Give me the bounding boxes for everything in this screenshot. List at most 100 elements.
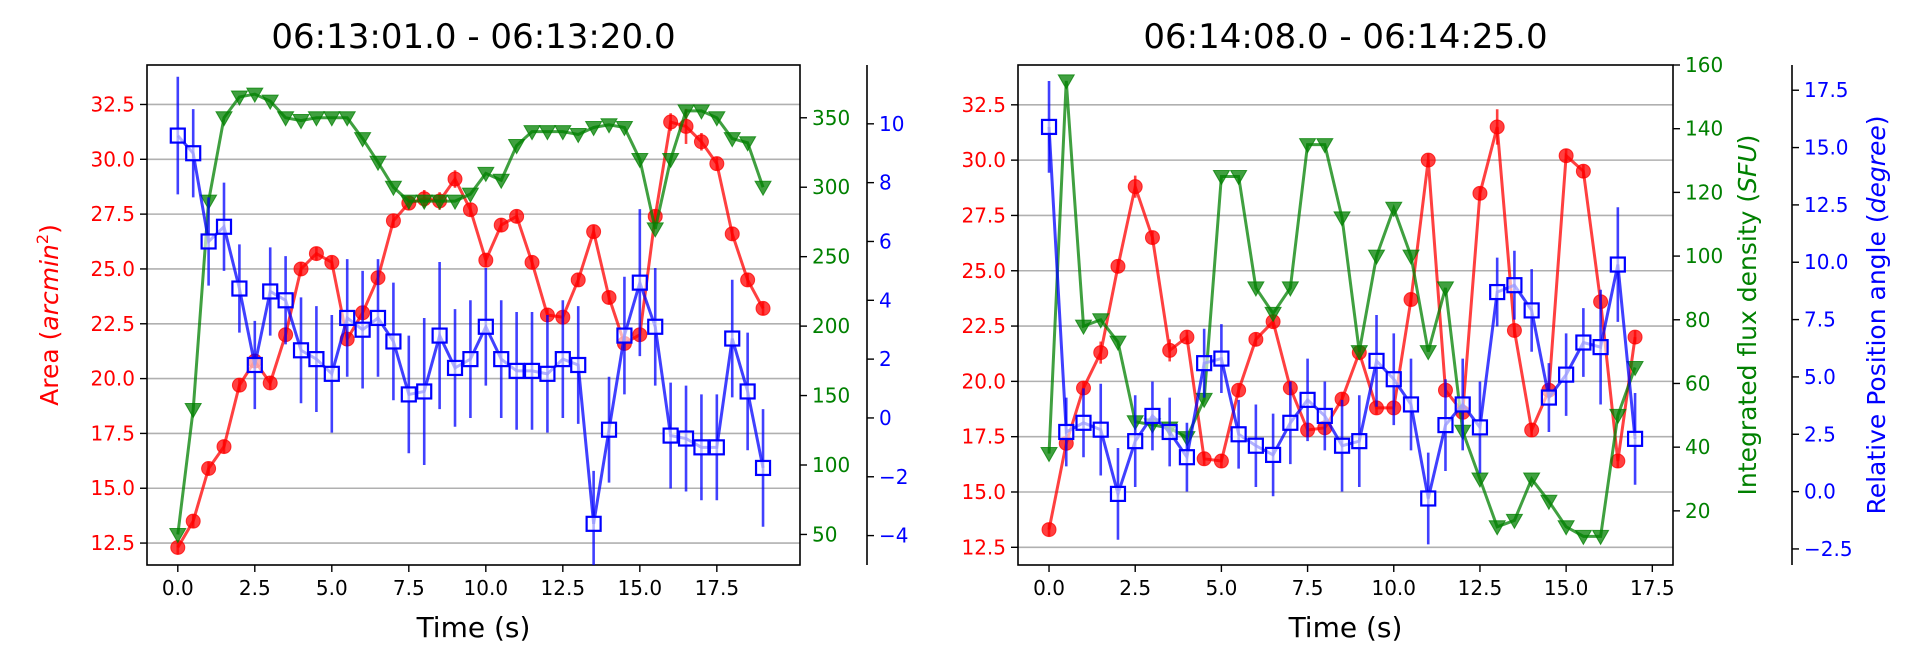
data-point-square [523, 362, 541, 379]
data-point-square [323, 365, 340, 382]
x-tick-label: 5.0 [316, 576, 348, 600]
data-point-circle [293, 261, 309, 277]
data-point-square [754, 459, 772, 477]
x-tick-label: 15.0 [1544, 576, 1589, 600]
y-left-axis-label-variable: arcmin [35, 244, 64, 331]
data-point-square [647, 318, 664, 335]
data-point-circle [509, 208, 525, 224]
data-point-square [169, 127, 186, 144]
y-right1-axis-label-variable: SFU [1733, 144, 1762, 193]
data-point-square [1454, 396, 1471, 413]
data-point-triangle [430, 194, 449, 211]
x-tick-label: 0.0 [162, 576, 194, 600]
data-point-circle [324, 254, 340, 270]
data-point-circle [1558, 148, 1574, 164]
data-point-triangle [1212, 169, 1231, 186]
data-point-triangle [615, 121, 634, 137]
data-point-square [1592, 339, 1609, 356]
y-left-tick-label: 27.5 [961, 203, 1006, 227]
data-point-square [1540, 389, 1557, 406]
data-point-triangle [1247, 281, 1265, 297]
data-point-circle [1524, 422, 1540, 438]
y-right2-tick-label: 4 [879, 288, 892, 312]
y-right2-tick-label: 12.5 [1804, 193, 1849, 217]
data-point-square [354, 321, 371, 338]
y-right1-tick-label: 250 [812, 245, 850, 269]
data-point-triangle [692, 104, 711, 120]
data-point-triangle [369, 155, 387, 172]
x-tick-label: 10.0 [464, 576, 509, 600]
data-point-square [739, 383, 756, 400]
data-point-triangle [1333, 211, 1351, 227]
data-point-triangle [415, 194, 434, 211]
data-point-triangle [1419, 345, 1438, 361]
y-right1-tick-label: 140 [1685, 117, 1723, 141]
data-point-triangle [1057, 74, 1076, 90]
data-point-triangle [353, 132, 372, 148]
data-point-circle [493, 217, 509, 233]
y-left-tick-label: 17.5 [90, 421, 135, 445]
data-point-circle [1231, 382, 1247, 398]
data-point-square [185, 145, 202, 162]
y-right2-tick-label: −2 [879, 465, 908, 489]
y-right2-tick-label: 6 [879, 229, 892, 253]
x-tick-label: 5.0 [1205, 576, 1237, 600]
data-point-square [585, 515, 602, 532]
data-point-triangle [646, 222, 665, 238]
data-point-square [1299, 391, 1316, 408]
data-point-triangle [215, 111, 233, 127]
y-left-tick-label: 25.0 [961, 259, 1006, 283]
y-right2-tick-label: 2.5 [1804, 422, 1836, 446]
data-point-circle [1213, 453, 1229, 469]
data-point-triangle [1384, 201, 1403, 218]
x-tick-label: 12.5 [541, 576, 586, 600]
data-point-circle [1110, 258, 1126, 274]
data-point-square [1092, 421, 1109, 438]
y-right2-tick-label: 8 [879, 171, 892, 195]
data-point-triangle [322, 111, 341, 127]
y-left-axis-label: Area (arcmin2) [33, 224, 64, 406]
data-point-square [446, 359, 464, 377]
data-point-triangle [1298, 138, 1317, 154]
data-point-square [1144, 407, 1161, 425]
data-point-square [1058, 423, 1075, 441]
data-point-square [200, 233, 217, 250]
data-point-triangle [1591, 529, 1610, 546]
data-point-circle [586, 224, 602, 240]
x-tick-label: 2.5 [1119, 576, 1151, 600]
y-left-axis-label-text: Area ( [35, 331, 64, 406]
y-right1-tick-label: 50 [812, 522, 837, 546]
y-right1-axis-label-close: ) [1733, 135, 1762, 145]
y-left-tick-label: 15.0 [961, 480, 1006, 504]
y-right1-tick-label: 150 [812, 384, 850, 408]
data-point-circle [755, 300, 771, 316]
data-point-triangle [1471, 472, 1489, 489]
data-point-circle [308, 246, 324, 262]
y-right2-tick-label: −2.5 [1804, 537, 1853, 561]
data-point-square [1316, 407, 1333, 425]
y-right1-tick-label: 100 [1685, 244, 1723, 268]
data-point-square [1558, 366, 1575, 383]
y-right1-tick-label: 100 [812, 453, 850, 477]
y-left-tick-label: 20.0 [961, 369, 1006, 393]
y-right2-tick-label: 17.5 [1804, 78, 1849, 102]
data-point-square [1213, 350, 1230, 367]
data-point-circle [478, 252, 494, 268]
y-right1-tick-label: 120 [1685, 180, 1723, 204]
data-point-triangle [476, 166, 495, 183]
data-point-square [539, 365, 556, 382]
data-point-triangle [307, 111, 326, 127]
data-point-triangle [723, 132, 742, 148]
y-right1-axis-label-text: Integrated flux density ( [1733, 193, 1762, 496]
data-point-square [1437, 416, 1454, 434]
data-point-circle [1041, 522, 1057, 538]
data-point-square [308, 351, 325, 368]
data-point-square [1282, 414, 1299, 431]
data-point-circle [570, 272, 586, 288]
data-point-square [662, 427, 679, 444]
y-right1-tick-label: 60 [1685, 371, 1710, 395]
data-point-triangle [1074, 319, 1093, 336]
y-right1-tick-label: 350 [812, 106, 850, 130]
y-right2-tick-label: 15.0 [1804, 136, 1849, 160]
data-point-triangle [1367, 249, 1386, 266]
